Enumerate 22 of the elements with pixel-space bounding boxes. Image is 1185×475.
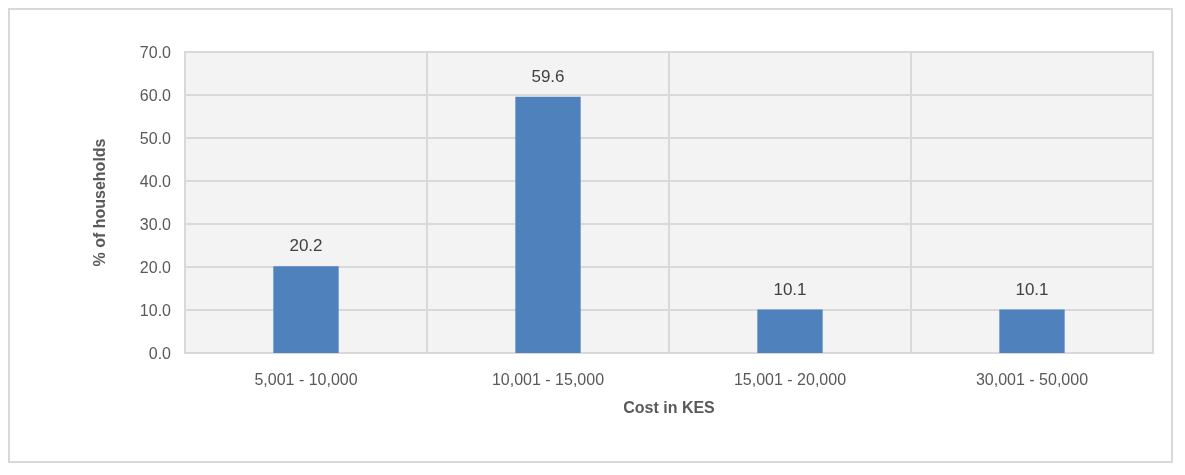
bar bbox=[757, 309, 823, 353]
y-tick-label: 0.0 bbox=[148, 344, 172, 362]
y-tick-label: 50.0 bbox=[139, 129, 172, 147]
x-tick-label: 30,001 - 50,000 bbox=[975, 370, 1089, 388]
bar bbox=[999, 309, 1065, 353]
bar bbox=[515, 96, 581, 353]
y-tick-label: 20.0 bbox=[139, 258, 172, 276]
x-axis-title: Cost in KES bbox=[623, 398, 716, 416]
x-tick-label: 5,001 - 10,000 bbox=[254, 370, 358, 388]
x-tick-label: 15,001 - 20,000 bbox=[733, 370, 847, 388]
y-tick-label: 60.0 bbox=[139, 86, 172, 104]
data-label: 59.6 bbox=[531, 66, 565, 86]
y-tick-label: 10.0 bbox=[139, 301, 172, 319]
y-tick-label: 30.0 bbox=[139, 215, 172, 233]
x-tick-label: 10,001 - 15,000 bbox=[491, 370, 605, 388]
y-tick-label: 40.0 bbox=[139, 172, 172, 190]
bar bbox=[273, 266, 339, 353]
data-label: 10.1 bbox=[773, 279, 807, 299]
data-label: 20.2 bbox=[289, 236, 323, 256]
y-axis-title: % of households bbox=[90, 138, 108, 267]
data-label: 10.1 bbox=[1015, 279, 1049, 299]
y-tick-label: 70.0 bbox=[139, 43, 172, 61]
